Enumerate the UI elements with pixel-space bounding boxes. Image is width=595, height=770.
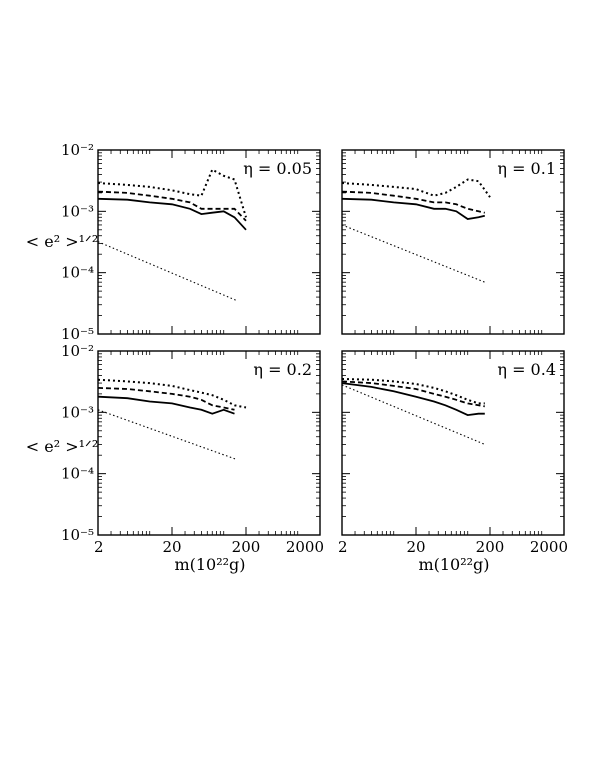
- y-tick-label: 10⁻²: [61, 141, 94, 159]
- panel-2: η = 0.1: [341, 149, 565, 335]
- series-dotted-bold-line: [97, 378, 247, 409]
- panel-label: η = 0.4: [497, 360, 556, 379]
- series-dashed-line: [341, 380, 485, 408]
- y-axis-label: < e² >¹ᐟ²: [26, 232, 98, 251]
- panel-frame: [341, 350, 565, 536]
- series-dotted-bold-line: [341, 178, 491, 198]
- series-dashed-line: [97, 387, 235, 411]
- x-tick-label: 20: [162, 538, 181, 556]
- series-dotted-fine-line: [341, 224, 486, 283]
- series-dashed-line: [97, 190, 247, 222]
- x-tick-label: 200: [476, 538, 505, 556]
- series-dotted-fine-line: [341, 384, 486, 445]
- panel-4: 2 20 200 2000 η = 0.4: [338, 350, 568, 556]
- panel-frame: [97, 350, 321, 536]
- y-tick-label: 10⁻²: [61, 342, 94, 360]
- y-tick-label: 10⁻³: [61, 403, 94, 421]
- panel-3: 10⁻² 10⁻³ 10⁻⁴ 10⁻⁵2 20 200 2000 η = 0.2: [61, 342, 324, 556]
- panel-label: η = 0.05: [243, 159, 312, 178]
- x-tick-label: 2: [338, 538, 348, 556]
- y-tick-label: 10⁻⁴: [61, 465, 94, 483]
- series-dotted-bold-line: [97, 168, 247, 218]
- y-tick-label: 10⁻⁵: [61, 526, 94, 544]
- series-dotted-fine-line: [97, 241, 238, 302]
- y-tick-label: 10⁻⁵: [61, 325, 94, 343]
- x-tick-label: 20: [406, 538, 425, 556]
- x-tick-label: 2000: [530, 538, 568, 556]
- series-dotted-bold-line: [341, 378, 485, 405]
- panel-label: η = 0.1: [497, 159, 556, 178]
- x-tick-label: 2: [94, 538, 104, 556]
- panel-1: 10⁻² 10⁻³ 10⁻⁴ 10⁻⁵ η = 0.05: [61, 141, 321, 343]
- y-axis-label: < e² >¹ᐟ²: [26, 437, 98, 456]
- x-axis-label: m(10²²g): [174, 555, 245, 574]
- y-tick-label: 10⁻³: [61, 202, 94, 220]
- series-solid-line: [97, 197, 247, 231]
- x-axis-label: m(10²²g): [418, 555, 489, 574]
- series-solid-line: [341, 197, 486, 220]
- panel-label: η = 0.2: [253, 360, 312, 379]
- y-tick-label: 10⁻⁴: [61, 264, 94, 282]
- series-solid-line: [97, 395, 235, 415]
- series-solid-line: [341, 382, 485, 417]
- series-dotted-fine-line: [97, 409, 237, 461]
- panel-frame: [341, 149, 565, 335]
- x-tick-label: 2000: [286, 538, 324, 556]
- x-tick-label: 200: [232, 538, 261, 556]
- series-dashed-line: [341, 190, 485, 214]
